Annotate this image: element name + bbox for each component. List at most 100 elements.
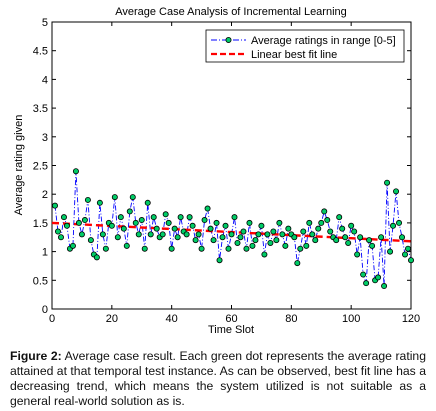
data-point bbox=[384, 179, 391, 186]
y-tick-label: 1 bbox=[42, 247, 48, 259]
data-point bbox=[270, 228, 277, 235]
data-point bbox=[252, 237, 259, 244]
data-point bbox=[303, 242, 310, 249]
data-point bbox=[216, 257, 223, 264]
data-point bbox=[351, 228, 358, 235]
data-point bbox=[354, 251, 361, 258]
data-point bbox=[393, 188, 400, 195]
y-tick-label: 5 bbox=[42, 17, 48, 29]
data-point bbox=[327, 228, 334, 235]
data-point bbox=[261, 251, 268, 258]
chart-title: Average Case Analysis of Incremental Lea… bbox=[115, 6, 347, 18]
data-point bbox=[405, 245, 412, 252]
data-point bbox=[147, 231, 154, 238]
y-tick-label: 4 bbox=[42, 74, 48, 86]
data-point bbox=[225, 245, 232, 252]
data-point bbox=[120, 225, 127, 232]
data-point bbox=[342, 234, 349, 241]
data-point bbox=[333, 237, 340, 244]
data-point bbox=[63, 222, 70, 229]
data-point bbox=[96, 199, 103, 206]
data-point bbox=[60, 214, 67, 221]
data-point bbox=[291, 234, 298, 241]
chart-svg: Average Case Analysis of Incremental Lea… bbox=[13, 6, 420, 336]
data-point bbox=[165, 219, 172, 226]
legend-series-marker-swatch bbox=[225, 37, 232, 44]
y-tick-label: 2.5 bbox=[33, 161, 48, 173]
data-point bbox=[231, 214, 238, 221]
chart-figure: Average Case Analysis of Incremental Lea… bbox=[13, 6, 420, 336]
data-point bbox=[192, 237, 199, 244]
data-point bbox=[399, 234, 406, 241]
data-point bbox=[285, 225, 292, 232]
data-point bbox=[234, 239, 241, 246]
data-point bbox=[348, 222, 355, 229]
y-tick-label: 0.5 bbox=[33, 275, 48, 287]
data-point bbox=[183, 231, 190, 238]
x-tick-label: 40 bbox=[166, 313, 178, 325]
data-point bbox=[297, 245, 304, 252]
data-point bbox=[78, 231, 85, 238]
data-point bbox=[81, 217, 88, 224]
data-point bbox=[138, 217, 145, 224]
x-tick-label: 100 bbox=[342, 313, 360, 325]
figure-caption: Figure 2: Average case result. Each gree… bbox=[10, 349, 426, 409]
data-point bbox=[111, 194, 118, 201]
data-point bbox=[336, 214, 343, 221]
data-point bbox=[201, 217, 208, 224]
data-point bbox=[129, 194, 136, 201]
data-point bbox=[276, 219, 283, 226]
data-point bbox=[381, 283, 388, 290]
data-point bbox=[300, 228, 307, 235]
data-point bbox=[219, 234, 226, 241]
data-point bbox=[318, 219, 325, 226]
x-tick-label: 80 bbox=[285, 313, 297, 325]
data-point bbox=[171, 225, 178, 232]
x-tick-label: 0 bbox=[49, 313, 55, 325]
legend: Average ratings in range [0-5] Linear be… bbox=[205, 29, 405, 63]
data-point bbox=[153, 225, 160, 232]
x-tick-label: 60 bbox=[225, 313, 237, 325]
data-point bbox=[246, 219, 253, 226]
x-tick-label: 20 bbox=[106, 313, 118, 325]
data-point bbox=[189, 222, 196, 229]
y-tick-label: 1.5 bbox=[33, 218, 48, 230]
data-point bbox=[213, 219, 220, 226]
data-point bbox=[102, 245, 109, 252]
series-layer bbox=[51, 168, 414, 290]
data-point bbox=[363, 280, 370, 287]
data-point bbox=[159, 231, 166, 238]
data-point bbox=[396, 219, 403, 226]
y-axis-ticks: 0 0.5 1 1.5 2 2.5 3 3.5 4 4.5 5 bbox=[33, 17, 411, 316]
data-point bbox=[168, 245, 175, 252]
data-point bbox=[264, 231, 271, 238]
data-point bbox=[150, 214, 157, 221]
data-point bbox=[321, 208, 328, 215]
data-point bbox=[186, 214, 193, 221]
plot-area bbox=[51, 21, 412, 310]
y-tick-label: 3.5 bbox=[33, 103, 48, 115]
data-point bbox=[57, 234, 64, 241]
data-point bbox=[162, 211, 169, 218]
data-point bbox=[210, 237, 217, 244]
data-point bbox=[123, 242, 130, 249]
data-point bbox=[267, 239, 274, 246]
y-tick-label: 3 bbox=[42, 132, 48, 144]
data-point bbox=[93, 254, 100, 261]
data-point bbox=[390, 222, 397, 229]
data-point bbox=[51, 202, 58, 209]
y-axis-label: Average rating given bbox=[13, 115, 25, 216]
data-point bbox=[309, 231, 316, 238]
y-tick-label: 0 bbox=[42, 304, 48, 316]
data-point bbox=[279, 231, 286, 238]
x-tick-label: 120 bbox=[402, 313, 420, 325]
data-point bbox=[87, 237, 94, 244]
data-point bbox=[249, 242, 256, 249]
data-point bbox=[360, 271, 367, 278]
data-point bbox=[282, 242, 289, 249]
data-point bbox=[378, 234, 385, 241]
data-point bbox=[141, 245, 148, 252]
data-point bbox=[144, 199, 151, 206]
data-point bbox=[357, 234, 364, 241]
data-point bbox=[117, 214, 124, 221]
